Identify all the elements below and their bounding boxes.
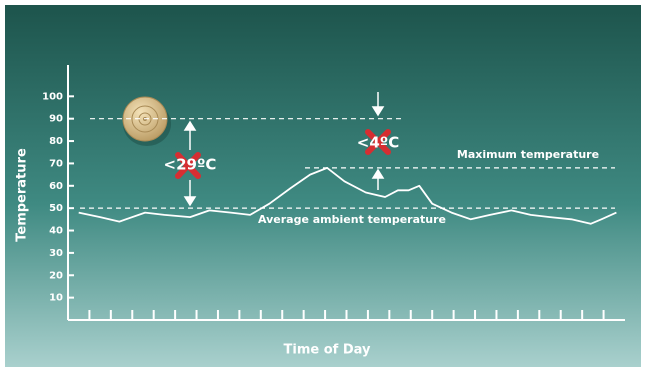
reference-label: Average ambient temperature [258,213,446,226]
chart: <29ºC <4ºC Temperature Time of Day 10 20 3… [0,0,646,372]
y-tick-label: 40 [49,226,63,237]
annotation: <29ºC [164,156,217,174]
y-tick-label: 10 [49,293,63,304]
y-tick-label: 70 [49,158,63,169]
annotation: <4ºC [357,134,399,152]
background [5,5,641,367]
reference-label: Maximum temperature [457,148,599,161]
x-axis-label: Time of Day [284,343,371,358]
y-tick-label: 80 [49,136,63,147]
y-tick-label: 60 [49,181,63,192]
y-tick-label: 90 [49,114,63,125]
y-tick-label: 30 [49,248,63,259]
y-tick-label: 20 [49,270,63,281]
y-tick-label: 100 [42,91,63,102]
y-tick-label: 50 [49,203,63,214]
y-axis-label: Temperature [15,148,30,242]
